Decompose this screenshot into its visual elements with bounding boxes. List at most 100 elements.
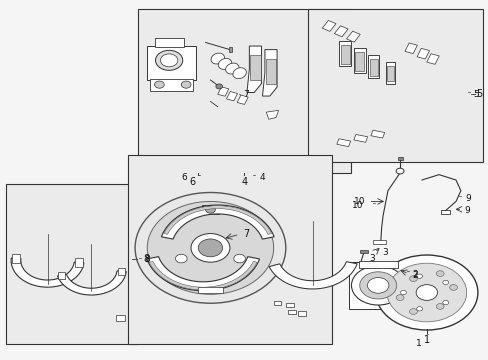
Circle shape xyxy=(435,303,443,309)
Circle shape xyxy=(442,280,447,285)
Circle shape xyxy=(205,206,215,213)
Polygon shape xyxy=(163,206,271,234)
Circle shape xyxy=(135,193,285,303)
Text: 2: 2 xyxy=(411,270,417,279)
Bar xyxy=(297,311,305,316)
Circle shape xyxy=(400,291,406,295)
Circle shape xyxy=(416,274,422,278)
Bar xyxy=(372,240,385,244)
Text: 8: 8 xyxy=(144,255,150,264)
Text: 5: 5 xyxy=(475,89,482,99)
Bar xyxy=(322,21,335,31)
Bar xyxy=(348,262,407,309)
Text: 2: 2 xyxy=(411,270,417,279)
Text: 6: 6 xyxy=(181,173,187,182)
Bar xyxy=(147,46,196,80)
Text: 8: 8 xyxy=(142,254,149,264)
Bar xyxy=(339,41,350,66)
Circle shape xyxy=(175,254,187,263)
Bar xyxy=(228,47,231,52)
Circle shape xyxy=(215,84,222,89)
Polygon shape xyxy=(268,262,356,289)
Polygon shape xyxy=(161,205,274,239)
Text: 3: 3 xyxy=(381,248,387,257)
Bar xyxy=(358,261,397,267)
Bar xyxy=(250,55,260,80)
Circle shape xyxy=(367,278,388,293)
Bar xyxy=(404,43,416,54)
Circle shape xyxy=(155,50,183,70)
Circle shape xyxy=(181,81,191,88)
Bar xyxy=(353,48,365,73)
Bar xyxy=(127,155,331,344)
Text: 7: 7 xyxy=(243,229,249,239)
Circle shape xyxy=(191,234,229,262)
Bar xyxy=(149,79,193,91)
Polygon shape xyxy=(11,258,84,287)
Polygon shape xyxy=(58,271,126,295)
Bar xyxy=(201,205,219,214)
Polygon shape xyxy=(262,50,277,96)
Bar xyxy=(386,66,393,81)
Bar xyxy=(237,95,248,104)
Bar xyxy=(385,62,394,84)
Bar xyxy=(307,9,482,162)
Bar xyxy=(359,250,367,253)
Bar xyxy=(397,157,402,160)
Bar xyxy=(118,268,125,275)
Bar xyxy=(426,54,438,64)
Circle shape xyxy=(395,168,403,174)
Bar xyxy=(334,26,347,37)
Bar xyxy=(58,271,65,279)
Bar xyxy=(355,52,364,71)
Circle shape xyxy=(375,255,477,330)
Polygon shape xyxy=(266,111,278,119)
Bar xyxy=(6,184,137,344)
Circle shape xyxy=(435,271,443,276)
Bar xyxy=(370,130,384,138)
Circle shape xyxy=(416,307,422,311)
Bar xyxy=(226,91,237,101)
Polygon shape xyxy=(146,257,259,291)
Bar xyxy=(346,31,360,42)
Circle shape xyxy=(351,266,404,305)
Bar xyxy=(287,310,295,314)
Text: 10: 10 xyxy=(351,201,363,210)
Bar xyxy=(336,139,350,147)
Text: 4: 4 xyxy=(241,177,247,187)
Circle shape xyxy=(395,295,403,301)
Text: 7: 7 xyxy=(243,90,248,99)
Bar xyxy=(12,254,20,263)
Bar xyxy=(217,87,228,96)
Bar xyxy=(441,210,449,214)
Circle shape xyxy=(198,239,222,257)
Bar xyxy=(265,59,276,84)
Polygon shape xyxy=(149,261,257,290)
Ellipse shape xyxy=(225,63,239,74)
Bar xyxy=(198,287,222,293)
Circle shape xyxy=(233,254,245,263)
Circle shape xyxy=(160,54,178,67)
Bar xyxy=(416,48,428,59)
Text: 1: 1 xyxy=(423,336,429,345)
Circle shape xyxy=(449,285,457,290)
Bar xyxy=(273,301,281,305)
Bar xyxy=(154,38,183,47)
Circle shape xyxy=(442,301,447,305)
Ellipse shape xyxy=(218,58,231,69)
Text: 9: 9 xyxy=(465,194,470,203)
Bar xyxy=(116,315,125,321)
Bar xyxy=(340,45,349,64)
Bar xyxy=(75,258,83,267)
Ellipse shape xyxy=(232,68,246,78)
Bar xyxy=(369,59,377,76)
Circle shape xyxy=(409,309,416,314)
Text: 10: 10 xyxy=(353,197,365,206)
Polygon shape xyxy=(246,46,261,93)
Text: 1: 1 xyxy=(415,339,421,348)
Text: 6: 6 xyxy=(189,177,195,187)
Bar xyxy=(368,55,378,78)
Bar xyxy=(285,302,293,307)
Text: 9: 9 xyxy=(463,206,469,215)
Circle shape xyxy=(386,263,466,322)
